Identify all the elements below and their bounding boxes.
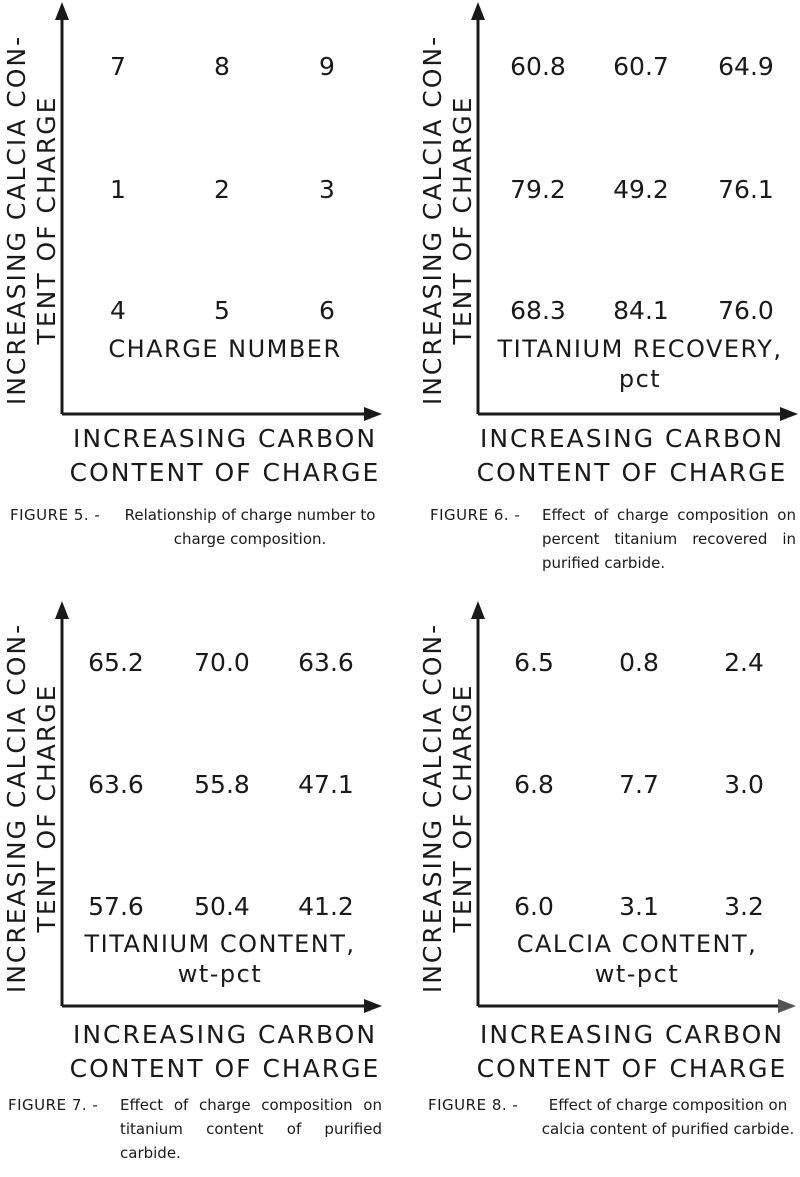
y-axis-title-line-1: INCREASING CALCIA CON- (2, 622, 31, 994)
grid-value: 55.8 (194, 770, 250, 799)
measure-label-line-2: pct (618, 365, 662, 393)
caption-text: Effect of charge composition on percent … (542, 506, 796, 572)
measure-label-line-1: TITANIUM RECOVERY, (497, 335, 783, 363)
grid-value: 60.8 (510, 52, 566, 81)
grid-value: 63.6 (298, 648, 354, 677)
grid-value: 70.0 (194, 648, 250, 677)
grid-value: 41.2 (298, 892, 354, 921)
x-axis-title-line-2: CONTENT OF CHARGE (476, 1054, 788, 1083)
figure-5: INCREASING CALCIA CON- TENT OF CHARGE 7 … (0, 0, 400, 580)
grid-value: 6.5 (514, 648, 554, 677)
grid-value: 1 (110, 175, 126, 204)
grid-value: 7.7 (619, 770, 659, 799)
x-axis-title-line-1: INCREASING CARBON (72, 1020, 378, 1049)
grid-value: 68.3 (510, 296, 566, 325)
caption-text: Relationship of charge number to charge … (124, 506, 376, 548)
figure-caption: FIGURE 6. - Effect of charge composition… (430, 503, 796, 577)
grid-value: 49.2 (613, 175, 669, 204)
measure-label-line-1: CHARGE NUMBER (108, 335, 342, 363)
y-axis-title-line-2: TENT OF CHARGE (448, 95, 477, 345)
grid-value: 3.2 (724, 892, 764, 921)
caption-label: FIGURE 5. - (10, 506, 101, 524)
grid-value: 5 (214, 296, 230, 325)
x-axis-title-line-1: INCREASING CARBON (72, 424, 378, 453)
grid-value: 3 (319, 175, 335, 204)
grid-value: 3.1 (619, 892, 659, 921)
y-axis-title-line-2: TENT OF CHARGE (32, 95, 61, 345)
x-axis-title: INCREASING CARBON CONTENT OF CHARGE (467, 422, 797, 490)
axes (55, 601, 382, 1013)
grid-value: 2.4 (724, 648, 764, 677)
grid-value: 76.0 (718, 296, 774, 325)
figure-caption: FIGURE 8. - Effect of charge composition… (428, 1093, 798, 1149)
measure-label: TITANIUM CONTENT, wt-pct (70, 929, 370, 989)
grid-value: 63.6 (88, 770, 144, 799)
measure-label-line-1: CALCIA CONTENT, (516, 930, 758, 958)
y-axis-title: INCREASING CALCIA CON- TENT OF CHARGE (418, 15, 478, 425)
measure-label-line-2: wt-pct (177, 960, 263, 988)
x-axis-title-line-2: CONTENT OF CHARGE (69, 458, 381, 487)
caption-text: Effect of charge composition on calcia c… (541, 1096, 795, 1138)
measure-label-line-1: TITANIUM CONTENT, (84, 930, 356, 958)
grid-value: 4 (110, 296, 126, 325)
x-axis-title-line-2: CONTENT OF CHARGE (476, 458, 788, 487)
axes (55, 2, 382, 421)
y-axis-title: INCREASING CALCIA CON- TENT OF CHARGE (2, 598, 62, 1018)
caption-text: Effect of charge composition on titanium… (120, 1096, 382, 1162)
measure-label: CHARGE NUMBER (80, 334, 370, 364)
grid-value: 6 (319, 296, 335, 325)
grid-value: 57.6 (88, 892, 144, 921)
y-axis-title-line-1: INCREASING CALCIA CON- (418, 622, 447, 994)
grid-value: 65.2 (88, 648, 144, 677)
y-axis-title: INCREASING CALCIA CON- TENT OF CHARGE (418, 598, 478, 1018)
y-axis-title-line-1: INCREASING CALCIA CON- (418, 34, 447, 406)
x-axis-title: INCREASING CARBON CONTENT OF CHARGE (55, 1018, 395, 1086)
axes (471, 2, 798, 421)
figure-caption: FIGURE 5. - Relationship of charge numbe… (10, 503, 390, 553)
grid-value: 50.4 (194, 892, 250, 921)
figure-7: INCREASING CALCIA CON- TENT OF CHARGE 65… (0, 573, 400, 1177)
grid-value: 9 (319, 52, 335, 81)
measure-label: CALCIA CONTENT, wt-pct (492, 929, 782, 989)
axes (471, 601, 796, 1013)
grid-value: 60.7 (613, 52, 669, 81)
grid-value: 6.0 (514, 892, 554, 921)
figure-8: INCREASING CALCIA CON- TENT OF CHARGE 6.… (412, 573, 800, 1177)
y-axis-title-line-2: TENT OF CHARGE (32, 683, 61, 933)
x-axis-title: INCREASING CARBON CONTENT OF CHARGE (55, 422, 395, 490)
figure-6: INCREASING CALCIA CON- TENT OF CHARGE 60… (412, 0, 800, 580)
x-axis-title-line-2: CONTENT OF CHARGE (69, 1054, 381, 1083)
grid-value: 79.2 (510, 175, 566, 204)
y-axis-title-line-1: INCREASING CALCIA CON- (2, 34, 31, 406)
x-axis-title: INCREASING CARBON CONTENT OF CHARGE (467, 1018, 797, 1086)
grid-value: 64.9 (718, 52, 774, 81)
caption-label: FIGURE 8. - (428, 1096, 519, 1114)
grid-value: 7 (110, 52, 126, 81)
grid-value: 47.1 (298, 770, 354, 799)
x-axis-title-line-1: INCREASING CARBON (479, 424, 785, 453)
grid-value: 84.1 (613, 296, 669, 325)
grid-value: 6.8 (514, 770, 554, 799)
grid-value: 3.0 (724, 770, 764, 799)
grid-value: 2 (214, 175, 230, 204)
y-axis-title: INCREASING CALCIA CON- TENT OF CHARGE (2, 15, 62, 425)
caption-label: FIGURE 7. - (8, 1096, 99, 1114)
measure-label: TITANIUM RECOVERY, pct (490, 334, 790, 394)
measure-label-line-2: wt-pct (594, 960, 680, 988)
figure-caption: FIGURE 7. - Effect of charge composition… (8, 1093, 388, 1173)
y-axis-title-line-2: TENT OF CHARGE (448, 683, 477, 933)
grid-value: 8 (214, 52, 230, 81)
x-axis-title-line-1: INCREASING CARBON (479, 1020, 785, 1049)
caption-label: FIGURE 6. - (430, 506, 521, 524)
grid-value: 76.1 (718, 175, 774, 204)
grid-value: 0.8 (619, 648, 659, 677)
